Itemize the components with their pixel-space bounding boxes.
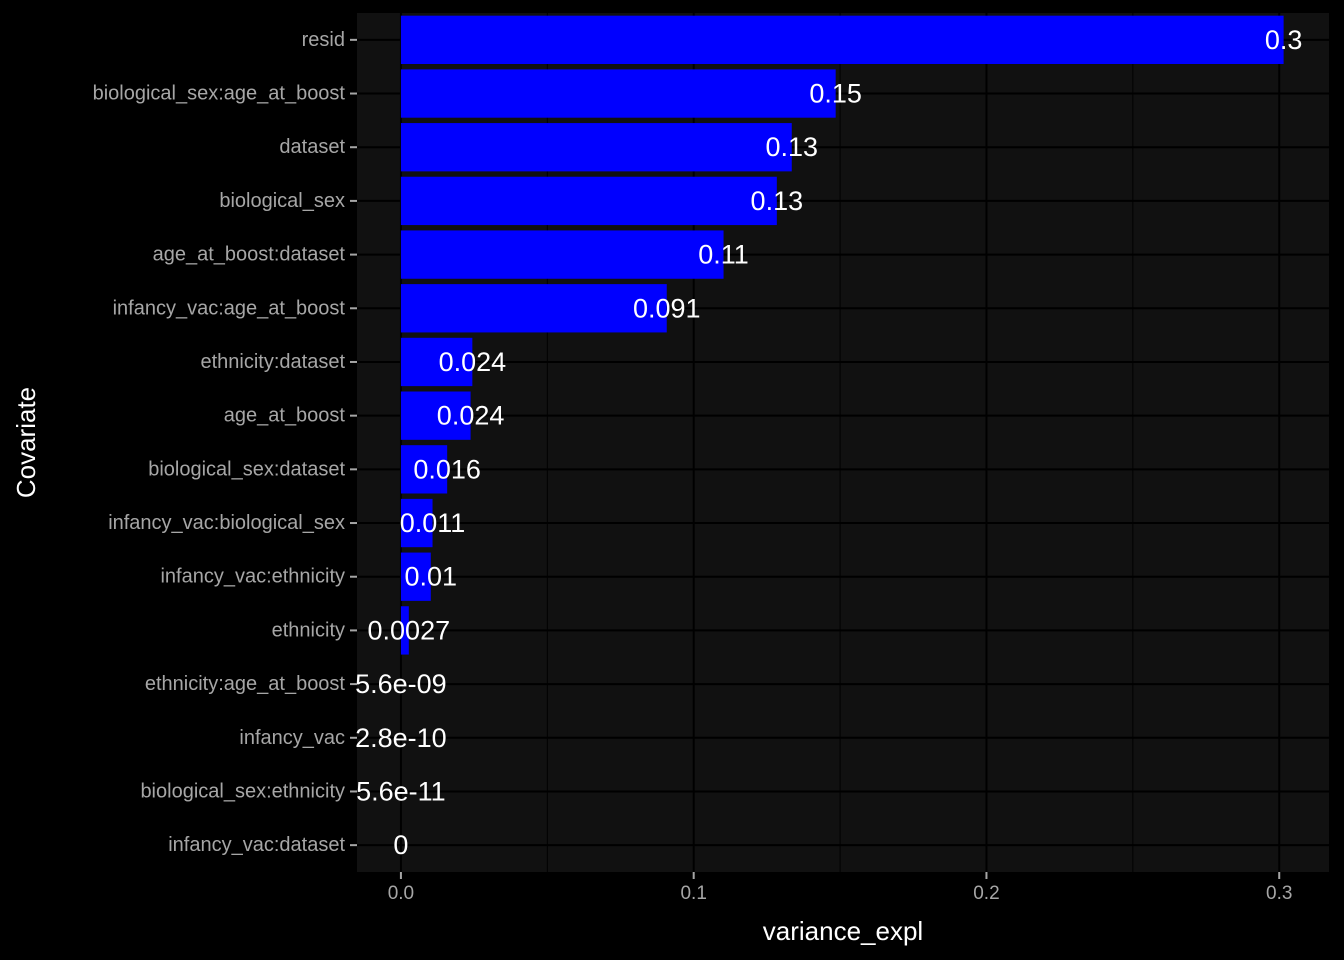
data-labels: 0.30.150.130.130.110.0910.0240.0240.0160…	[355, 25, 1302, 860]
y-tick-label: ethnicity:dataset	[200, 351, 345, 373]
bar-value-label: 0.0027	[368, 615, 451, 645]
bar	[400, 337, 473, 387]
y-tick-label: infancy_vac:biological_sex	[108, 512, 345, 534]
y-tick-label: infancy_vac:dataset	[168, 834, 345, 856]
y-tick-label: infancy_vac:age_at_boost	[113, 297, 346, 319]
y-tick-label: age_at_boost	[224, 405, 346, 427]
bar-value-label: 0.11	[698, 240, 749, 270]
x-tick-label: 0.0	[388, 883, 414, 904]
bar-value-label: 5.6e-11	[356, 776, 446, 806]
x-tick-label: 0.3	[1266, 883, 1292, 904]
bar-value-label: 0	[393, 830, 408, 860]
bar-value-label: 0.091	[633, 293, 701, 323]
x-axis-title: variance_expl	[763, 916, 923, 946]
bar	[400, 69, 836, 118]
x-tick-label: 0.1	[680, 883, 706, 904]
bar-value-label: 0.15	[809, 79, 862, 109]
bar	[400, 552, 431, 601]
y-axis-title: Covariate	[11, 387, 41, 498]
bar-value-label: 0.13	[765, 132, 818, 162]
y-tick-label: biological_sex:dataset	[148, 458, 345, 480]
y-tick-label: resid	[302, 29, 345, 51]
bar	[400, 230, 724, 279]
bar	[400, 284, 667, 333]
y-tick-label: ethnicity	[272, 619, 345, 641]
y-tick-label: dataset	[279, 136, 345, 158]
bar	[400, 445, 448, 494]
x-axis: 0.0 0.1 0.2 0.3	[388, 872, 1292, 904]
bar-value-label: 0.024	[439, 347, 507, 377]
y-tick-label: age_at_boost:dataset	[153, 244, 346, 266]
x-tick-label: 0.2	[973, 883, 999, 904]
bar	[400, 123, 792, 172]
y-tick-label: biological_sex:ethnicity	[140, 780, 345, 802]
bar-value-label: 5.6e-09	[355, 669, 447, 699]
bar	[400, 15, 1284, 65]
bars	[400, 15, 1284, 709]
bar-value-label: 0.016	[413, 454, 481, 484]
bar	[400, 391, 471, 440]
y-tick-label: infancy_vac	[239, 727, 345, 749]
bar-value-label: 0.01	[404, 562, 457, 592]
y-tick-label: biological_sex	[219, 190, 345, 212]
bar	[400, 498, 433, 548]
bar	[400, 606, 409, 655]
y-tick-label: ethnicity:age_at_boost	[145, 673, 346, 695]
bar-value-label: 2.8e-10	[355, 723, 447, 753]
y-tick-label: biological_sex:age_at_boost	[93, 83, 346, 105]
bar-value-label: 0.13	[751, 186, 804, 216]
bar-value-label: 0.3	[1265, 25, 1303, 55]
y-tick-label: infancy_vac:ethnicity	[160, 566, 345, 588]
bar	[400, 176, 777, 226]
bar-value-label: 0.024	[437, 401, 505, 431]
bar-value-label: 0.011	[400, 508, 466, 538]
